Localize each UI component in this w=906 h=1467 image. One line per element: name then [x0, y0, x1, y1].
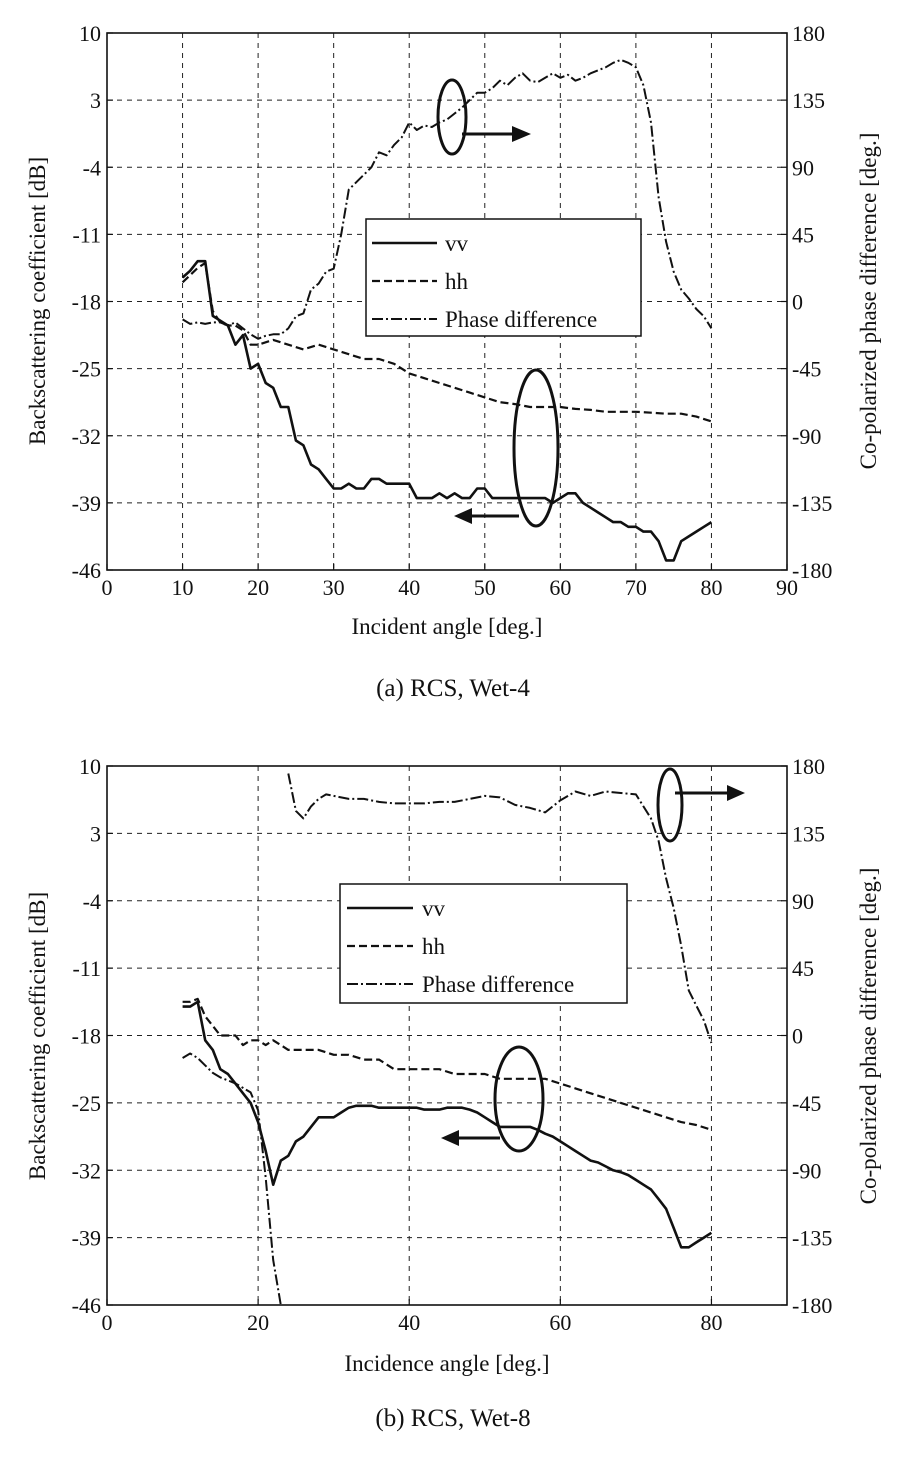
chart-a-phase-ellipse	[436, 78, 468, 156]
chart-b-x-tick-label: 60	[549, 1310, 571, 1335]
chart-a-x-tick-label: 90	[776, 575, 798, 600]
chart-a-caption: (a) RCS, Wet-4	[376, 675, 530, 702]
chart-a-series-vv-line	[181, 259, 713, 562]
chart-a-y2-tick-label: -180	[792, 558, 832, 583]
chart-a-y2-tick-label: -45	[792, 357, 821, 382]
chart-b-legend-label-phase: Phase difference	[422, 972, 574, 997]
chart-a-y-tick-label: 10	[79, 21, 101, 46]
chart-a-y-tick-label: -39	[72, 491, 101, 516]
chart-a-x-tick-label: 50	[474, 575, 496, 600]
chart-b-y2-tick-label: 180	[792, 754, 825, 779]
chart-b-y2-tick-label: 90	[792, 889, 814, 914]
chart-a-x-tick-label: 10	[172, 575, 194, 600]
chart-a-x-tick-label: 0	[102, 575, 113, 600]
chart-a-x-tick-label: 60	[549, 575, 571, 600]
chart-a-y-tick-label: -46	[72, 558, 101, 583]
chart-b-y-tick-label: -39	[72, 1226, 101, 1251]
chart-b-x-tick-label: 20	[247, 1310, 269, 1335]
chart-a-y2-tick-label: -135	[792, 491, 832, 516]
chart-b-grid	[107, 766, 787, 1305]
chart-a-legend-label-hh: hh	[445, 269, 469, 294]
chart-a-y2-tick-label: 135	[792, 88, 825, 113]
chart-a-y-tick-label: -18	[72, 290, 101, 315]
chart-b-series-phase-difference-line	[287, 773, 713, 1044]
chart-a-legend: vv hh Phase difference	[365, 218, 642, 337]
chart-a-x-tick-label: 30	[323, 575, 345, 600]
chart-b-x-tick-label: 80	[700, 1310, 722, 1335]
chart-a-right-arrow-head	[512, 126, 531, 142]
chart-b-vv-hh-ellipse	[493, 1045, 545, 1153]
chart-a-legend-label-phase: Phase difference	[445, 307, 597, 332]
chart-a-y-tick-label: -32	[72, 424, 101, 449]
chart-a-legend-label-vv: vv	[445, 231, 469, 256]
chart-b-legend-label-vv: vv	[422, 896, 446, 921]
chart-a-left-arrow-head	[454, 508, 472, 524]
chart-b-left-arrow-head	[441, 1130, 459, 1146]
chart-b-legend: vv hh Phase difference	[339, 883, 628, 1004]
chart-a-x-tick-label: 20	[247, 575, 269, 600]
chart-b-x-tick-label: 0	[102, 1310, 113, 1335]
chart-b-y2-tick-label: 45	[792, 956, 814, 981]
chart-a: 0 10 20 30 40 50 60 70 80 90 10 3 -4 -11 -18 -25 -32 -39 -…	[25, 21, 881, 702]
chart-a-y2-tick-label: 45	[792, 222, 814, 247]
chart-b-y2-tick-label: -45	[792, 1091, 821, 1116]
chart-a-y2-tick-label: 0	[792, 290, 803, 315]
chart-a-y-tick-label: -4	[83, 155, 101, 180]
chart-b-series	[182, 773, 713, 1306]
chart-a-vv-hh-ellipse	[512, 368, 560, 528]
chart-b: 0 20 40 60 80 10 3 -4 -11 -18 -25 -32 -39 -46 180 135 90…	[25, 754, 881, 1432]
chart-a-series	[181, 58, 713, 562]
chart-a-x-tick-label: 40	[398, 575, 420, 600]
chart-b-right-arrow-head	[727, 785, 745, 801]
chart-b-series-hh-line	[182, 997, 712, 1131]
chart-a-y2-tick-label: 180	[792, 21, 825, 46]
chart-a-series-hh-line	[181, 262, 712, 423]
chart-b-y-tick-label: -25	[72, 1091, 101, 1116]
chart-b-y-axis-label: Backscattering coefficient [dB]	[25, 892, 50, 1180]
chart-b-y-tick-label: 3	[90, 821, 101, 846]
chart-b-y-tick-label: -46	[72, 1293, 101, 1318]
chart-b-y-tick-label: -32	[72, 1158, 101, 1183]
chart-a-series-phase-difference-line	[182, 58, 713, 340]
chart-a-y2-axis-label: Co-polarized phase difference [deg.]	[856, 133, 881, 470]
chart-a-y-axis-label: Backscattering coefficient [dB]	[25, 157, 50, 445]
chart-b-caption: (b) RCS, Wet-8	[375, 1405, 530, 1432]
chart-a-legend-box	[365, 218, 642, 337]
chart-b-series-phase-difference-line	[182, 1052, 282, 1306]
chart-b-ticks: 0 20 40 60 80 10 3 -4 -11 -18 -25 -32 -39 -46 180 135 90…	[72, 754, 833, 1335]
chart-b-y2-tick-label: -135	[792, 1226, 832, 1251]
chart-a-x-tick-label: 80	[700, 575, 722, 600]
chart-b-y2-tick-label: 0	[792, 1024, 803, 1049]
chart-b-y2-tick-label: 135	[792, 821, 825, 846]
chart-a-y-tick-label: 3	[90, 88, 101, 113]
chart-a-y2-tick-label: -90	[792, 424, 821, 449]
chart-b-series-vv-line	[182, 1000, 713, 1249]
chart-b-y-tick-label: 10	[79, 754, 101, 779]
chart-a-y-tick-label: -25	[72, 357, 101, 382]
chart-b-y-tick-label: -18	[72, 1024, 101, 1049]
chart-b-x-axis-label: Incidence angle [deg.]	[345, 1351, 550, 1376]
chart-b-x-tick-label: 40	[398, 1310, 420, 1335]
chart-b-y-tick-label: -4	[83, 889, 101, 914]
chart-a-x-axis-label: Incident angle [deg.]	[352, 614, 543, 639]
chart-a-x-tick-label: 70	[625, 575, 647, 600]
chart-a-ticks: 0 10 20 30 40 50 60 70 80 90 10 3 -4 -11 -18 -25 -32 -39 -…	[72, 21, 833, 600]
chart-b-y2-tick-label: -90	[792, 1158, 821, 1183]
chart-b-y2-tick-label: -180	[792, 1293, 832, 1318]
chart-b-phase-ellipse	[656, 767, 684, 843]
chart-b-legend-label-hh: hh	[422, 934, 446, 959]
chart-a-y-tick-label: -11	[72, 222, 101, 247]
chart-b-y2-axis-label: Co-polarized phase difference [deg.]	[856, 868, 881, 1205]
chart-a-y2-tick-label: 90	[792, 155, 814, 180]
chart-b-y-tick-label: -11	[72, 956, 101, 981]
